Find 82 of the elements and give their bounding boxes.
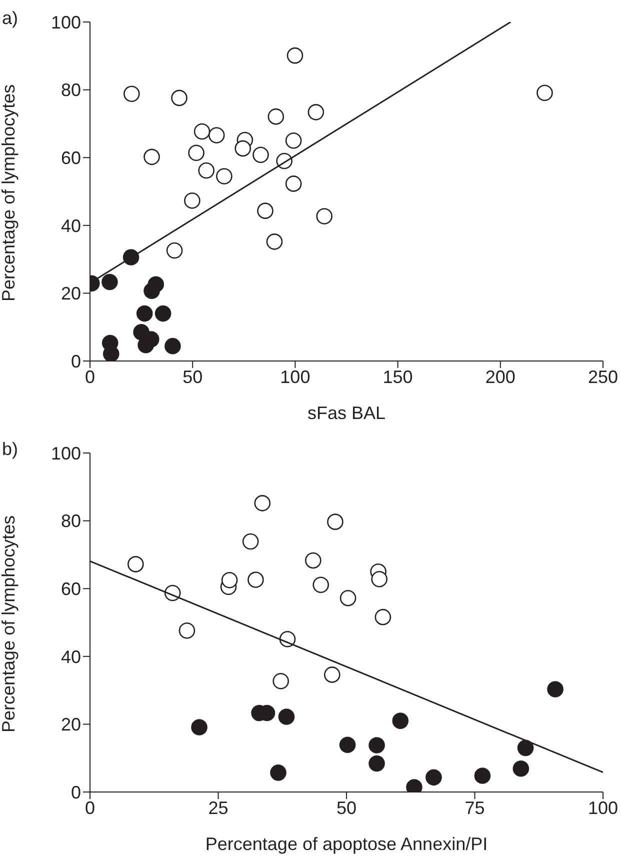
- point: [257, 202, 274, 219]
- y-tick-label: 40: [60, 216, 81, 236]
- x-tick-label: 25: [208, 798, 228, 818]
- point: [285, 132, 302, 149]
- point: [308, 104, 324, 120]
- point: [266, 234, 283, 250]
- point: [340, 590, 356, 606]
- point: [536, 84, 553, 101]
- chart-title: a): [2, 8, 18, 29]
- x-tick-label: 250: [588, 366, 618, 387]
- point: [368, 737, 385, 754]
- y-tick-label: 0: [70, 782, 81, 802]
- x-tick-label: 0: [84, 798, 96, 818]
- point: [164, 338, 181, 354]
- point: [327, 514, 344, 530]
- point: [188, 144, 204, 162]
- y-tick-label: 40: [60, 646, 81, 667]
- point: [171, 90, 188, 106]
- point: [324, 666, 340, 683]
- x-tick-label: 0: [84, 366, 96, 387]
- point: [194, 123, 210, 140]
- y-tick-label: 100: [50, 443, 81, 464]
- point: [272, 672, 289, 690]
- y-tick-label: 20: [60, 284, 81, 304]
- point: [426, 769, 442, 786]
- point: [136, 305, 153, 322]
- point: [547, 681, 564, 698]
- y-tick-label: 80: [60, 80, 81, 100]
- point: [242, 533, 259, 550]
- y-tick-label: 100: [50, 12, 81, 32]
- y-axis-title: Percentage of lymphocytes: [0, 84, 18, 302]
- point: [268, 108, 284, 125]
- point: [216, 168, 232, 184]
- point: [191, 719, 208, 736]
- point: [234, 140, 252, 157]
- point: [102, 346, 120, 361]
- point: [208, 127, 225, 144]
- x-tick-label: 50: [336, 798, 357, 818]
- y-tick-label: 60: [60, 148, 81, 168]
- point: [339, 736, 356, 754]
- point: [254, 495, 271, 512]
- point: [124, 86, 140, 102]
- x-tick-label: 100: [280, 366, 310, 387]
- point: [474, 768, 491, 784]
- x-tick-label: 100: [588, 798, 618, 818]
- point: [512, 760, 530, 777]
- point: [305, 552, 322, 569]
- point: [371, 570, 388, 588]
- x-tick-label: 200: [485, 366, 516, 387]
- point: [221, 572, 238, 588]
- point: [368, 755, 385, 772]
- x-tick-label: 50: [182, 366, 203, 387]
- x-tick-label: 75: [464, 798, 485, 818]
- point: [128, 556, 144, 572]
- point: [286, 47, 304, 64]
- y-tick-label: 80: [60, 511, 81, 532]
- point: [278, 708, 295, 725]
- point: [316, 208, 332, 224]
- point: [184, 192, 200, 209]
- point: [252, 146, 269, 164]
- point: [144, 148, 160, 166]
- point: [198, 162, 214, 179]
- x-axis-title: Percentage of apoptose Annexin/PI: [205, 834, 488, 854]
- point: [144, 282, 160, 299]
- point: [312, 576, 329, 594]
- x-tick-label: 150: [382, 366, 413, 387]
- point: [178, 622, 196, 639]
- y-tick-label: 20: [60, 714, 81, 735]
- point: [248, 572, 264, 588]
- point: [285, 176, 302, 192]
- y-axis-title: Percentage of lymphocytes: [0, 515, 18, 732]
- point: [154, 305, 172, 322]
- x-axis-title: sFas BAL: [307, 403, 386, 423]
- point: [102, 274, 118, 290]
- point: [270, 764, 286, 781]
- point: [166, 242, 183, 259]
- point: [374, 608, 392, 626]
- chart-title: b): [2, 439, 18, 460]
- y-tick-label: 60: [60, 578, 81, 599]
- y-tick-label: 0: [70, 351, 81, 372]
- point: [517, 740, 534, 756]
- point: [392, 712, 409, 729]
